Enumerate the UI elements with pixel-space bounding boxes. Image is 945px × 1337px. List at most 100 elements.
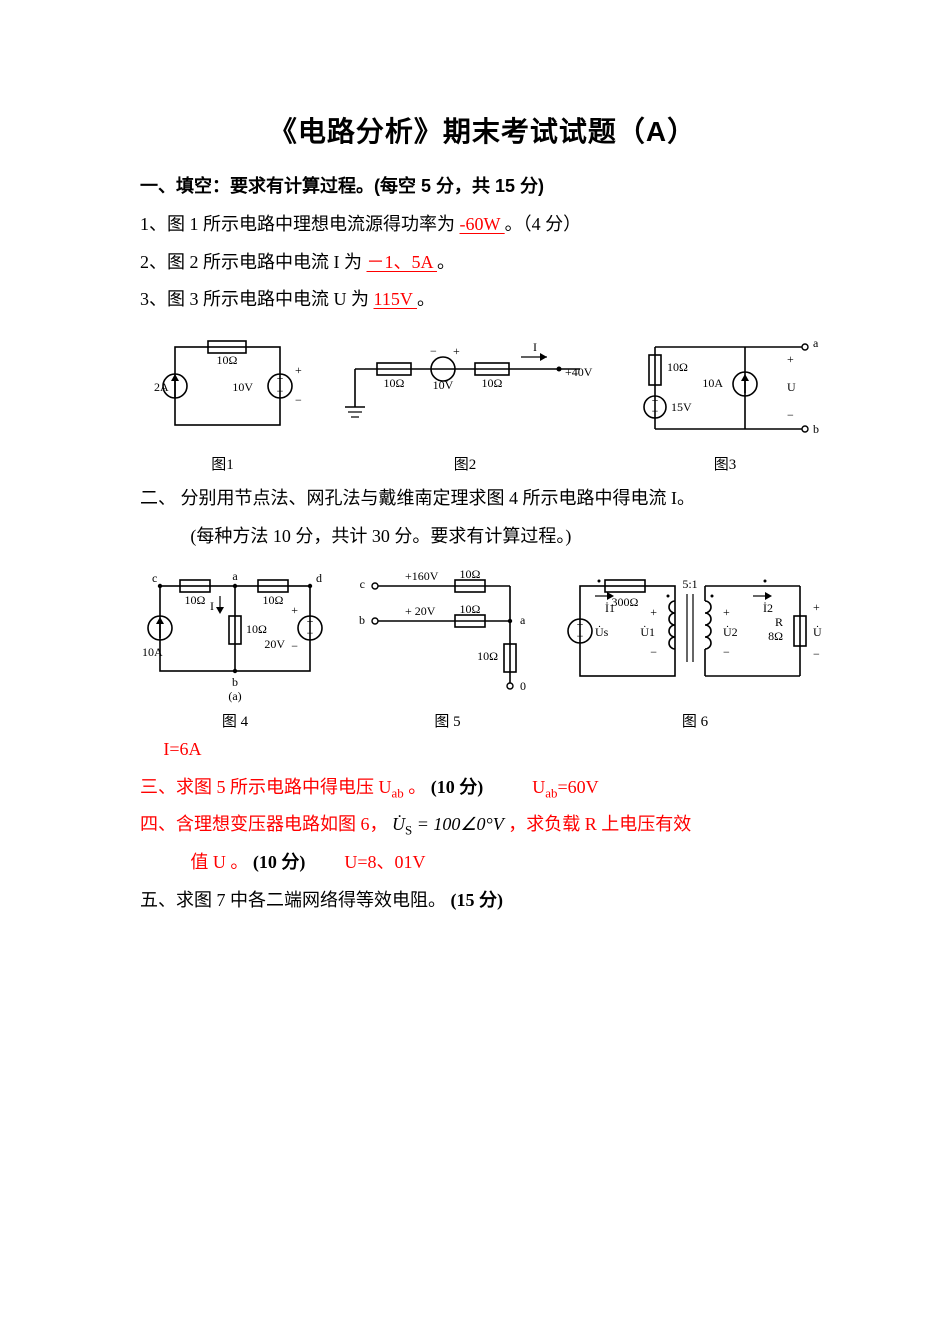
svg-text:+: + (723, 605, 730, 619)
fig2-r2-label: 10Ω (482, 376, 503, 390)
fig6-r1: 300Ω (612, 595, 639, 609)
fig3-isrc-label: 10A (702, 376, 723, 390)
figure-1: 10Ω 2A + − + − 10V 图1 (140, 329, 305, 474)
fig6-rl: R (775, 615, 783, 629)
svg-text:−: − (295, 393, 302, 407)
fig6-u1: U̇1 (640, 625, 655, 639)
fig6-u: U̇ (813, 625, 822, 639)
figure-row-2: c a d b 10Ω 10Ω 10Ω I 10A (140, 566, 825, 731)
fig1-caption: 图1 (140, 453, 305, 474)
section-3: 三、求图 5 所示电路中得电压 Uab 。 (10 分) Uab=60V (140, 769, 825, 807)
fig4-b: b (232, 675, 238, 689)
q2-answer-blank: －1、5A (367, 252, 438, 272)
svg-text:−: − (650, 645, 657, 659)
sec3-sub: ab (392, 785, 404, 800)
q1-answer-blank: -60W (460, 214, 505, 234)
fig5-r2: 10Ω (460, 602, 481, 616)
question-3: 3、图 3 所示电路中电流 U 为 115V 。 (140, 281, 825, 319)
fig6-us: U̇s (595, 625, 609, 639)
circuit-fig3: 10Ω + − 15V 10A a b + − U (625, 329, 825, 449)
svg-text:+: + (453, 344, 460, 358)
circuit-fig4: c a d b 10Ω 10Ω 10Ω I 10A (140, 566, 330, 706)
fig4-d: d (316, 571, 322, 585)
fig6-ratio: 5:1 (682, 577, 697, 591)
answer-i: I=6A (140, 731, 825, 769)
sec3-answer: Uab=60V (532, 777, 598, 797)
section-2-line1: 二、 分别用节点法、网孔法与戴维南定理求图 4 所示电路中得电流 I。 (140, 480, 825, 518)
svg-text:+: + (813, 600, 820, 614)
sec5-points: (15 分) (451, 890, 504, 910)
svg-text:+: + (650, 605, 657, 619)
section-4-line2: 值 U 。 (10 分) U=8、01V (140, 844, 825, 882)
fig1-isrc-label: 2A (154, 380, 169, 394)
fig2-r1-label: 10Ω (384, 376, 405, 390)
q3-answer-blank: 115V (374, 289, 418, 309)
svg-text:−: − (577, 629, 584, 643)
svg-text:+: + (291, 603, 298, 617)
sec5-pre: 五、求图 7 中各二端网络得等效电阻。 (140, 890, 446, 910)
figure-5: c b a 0 +160V + 20V 10Ω 10Ω 10Ω 图 5 (355, 566, 540, 731)
fig2-i-label: I (533, 340, 537, 354)
sec4-line2a: 值 U 。 (190, 852, 248, 872)
sec3-post: 。 (404, 777, 427, 797)
sec4-pre: 四、含理想变压器电路如图 6， (140, 814, 388, 834)
fig2-v1-label: 10V (433, 378, 454, 392)
svg-text:+: + (787, 352, 794, 366)
fig5-zero: 0 (520, 679, 526, 693)
fig3-r-label: 10Ω (667, 360, 688, 374)
question-2: 2、图 2 所示电路中电流 I 为 －1、5A 。 (140, 244, 825, 282)
sec3-points: (10 分) (431, 777, 484, 797)
fig3-vsrc-label: 15V (671, 400, 692, 414)
fig4-a: a (232, 569, 238, 583)
q3-tail: 。 (417, 289, 435, 309)
svg-text:+: + (295, 363, 302, 377)
fig5-v2: + 20V (405, 604, 436, 618)
figure-row-1: 10Ω 2A + − + − 10V 图1 (140, 329, 825, 474)
fig3-u-label: U (787, 380, 796, 394)
fig1-r-label: 10Ω (217, 353, 238, 367)
circuit-fig6: 300Ω İ1 + − U̇s + − U̇1 5:1 (565, 566, 825, 706)
fig6-i1: İ1 (605, 601, 615, 615)
fig4-sub: (a) (228, 689, 241, 703)
section-4-line1: 四、含理想变压器电路如图 6， U̇S = 100∠0°V ，求负载 R 上电压… (140, 806, 825, 844)
fig6-u2: U̇2 (723, 625, 738, 639)
fig5-r3: 10Ω (477, 649, 498, 663)
circuit-fig2: 10Ω − + 10V 10Ω I +40V (335, 329, 595, 449)
svg-text:−: − (307, 626, 314, 640)
fig5-r1: 10Ω (460, 567, 481, 581)
fig3-caption: 图3 (625, 453, 825, 474)
fig3-b-label: b (813, 422, 819, 436)
fig6-caption: 图 6 (565, 710, 825, 731)
fig5-v1: +160V (405, 569, 439, 583)
q1-tail: 。（4 分） (505, 214, 582, 234)
section-2-line2: (每种方法 10 分，共计 30 分。要求有计算过程。) (140, 518, 825, 556)
svg-text:−: − (291, 639, 298, 653)
fig4-vsrc: 20V (264, 637, 285, 651)
exam-page: 《电路分析》期末考试试题（A） 一、填空：要求有计算过程。(每空 5 分，共 1… (0, 0, 945, 1337)
fig4-i: I (210, 599, 214, 613)
sec4-points: (10 分) (253, 852, 306, 872)
svg-text:−: − (277, 384, 284, 398)
figure-6: 300Ω İ1 + − U̇s + − U̇1 5:1 (565, 566, 825, 731)
section-1-head: 一、填空：要求有计算过程。(每空 5 分，共 15 分) (140, 168, 825, 206)
figure-2: 10Ω − + 10V 10Ω I +40V (335, 329, 595, 474)
q3-text: 3、图 3 所示电路中电流 U 为 (140, 289, 369, 309)
question-1: 1、图 1 所示电路中理想电流源得功率为 -60W 。（4 分） (140, 206, 825, 244)
sec4-equation: U̇S = 100∠0°V (392, 814, 504, 834)
q2-text: 2、图 2 所示电路中电流 I 为 (140, 252, 362, 272)
fig6-rlval: 8Ω (768, 629, 783, 643)
fig4-isrc: 10A (142, 645, 163, 659)
circuit-fig1: 10Ω 2A + − + − 10V (140, 329, 305, 449)
svg-text:−: − (787, 408, 794, 422)
page-title: 《电路分析》期末考试试题（A） (140, 110, 825, 150)
section-5: 五、求图 7 中各二端网络得等效电阻。 (15 分) (140, 882, 825, 920)
fig4-c: c (152, 571, 157, 585)
fig2-caption: 图2 (335, 453, 595, 474)
sec3-pre: 三、求图 5 所示电路中得电压 U (140, 777, 392, 797)
fig4-r3: 10Ω (246, 622, 267, 636)
q2-tail: 。 (437, 252, 455, 272)
figure-4: c a d b 10Ω 10Ω 10Ω I 10A (140, 566, 330, 731)
fig4-r2: 10Ω (263, 593, 284, 607)
svg-text:−: − (430, 344, 437, 358)
fig2-v2-label: +40V (565, 365, 593, 379)
